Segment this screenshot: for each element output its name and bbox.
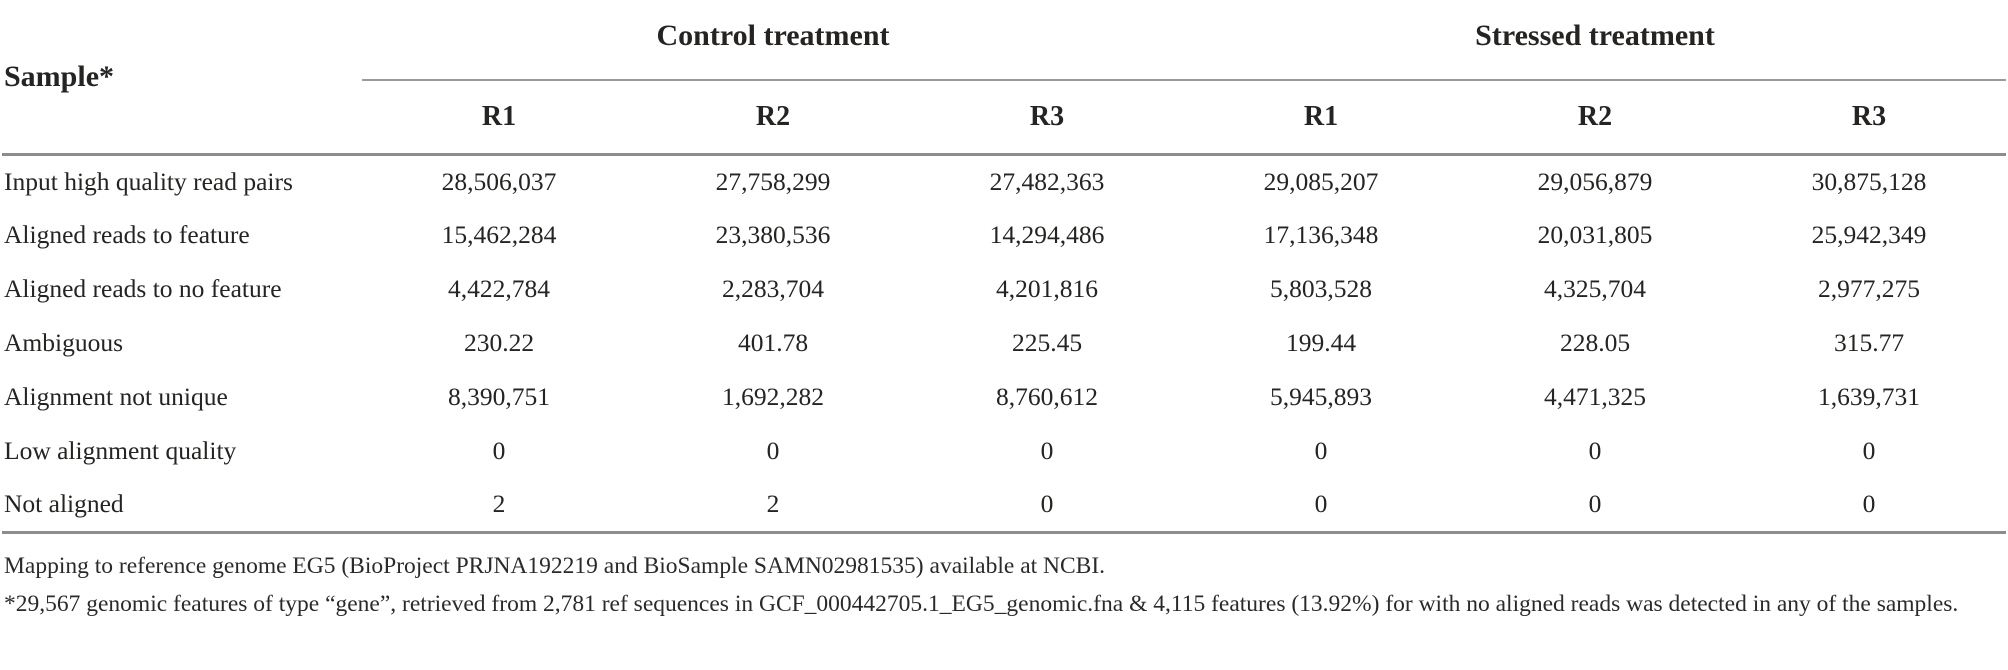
data-cell: 1,692,282 bbox=[722, 382, 824, 411]
row-label: Ambiguous bbox=[4, 328, 124, 357]
data-cell: 2 bbox=[362, 478, 636, 534]
table-row: Aligned reads to no feature 4,422,784 2,28… bbox=[2, 262, 2006, 316]
row-label: Not aligned bbox=[2, 478, 362, 534]
data-cell: 29,085,207 bbox=[1263, 166, 1379, 196]
data-cell: 4,422,784 bbox=[448, 274, 550, 303]
table-row: Not aligned 2 2 0 0 0 0 bbox=[2, 478, 2006, 534]
data-cell: 5,945,893 bbox=[1270, 382, 1372, 411]
replicate-header-row: R1 R2 R3 R1 R2 R3 bbox=[2, 80, 2006, 156]
footnote: Mapping to reference genome EG5 (BioProj… bbox=[4, 552, 1106, 579]
data-cell: 199.44 bbox=[1285, 328, 1357, 357]
table-row: Low alignment quality 0 0 0 0 0 0 bbox=[2, 424, 2006, 478]
data-cell: 2,283,704 bbox=[722, 274, 824, 303]
data-cell: 228.05 bbox=[1559, 328, 1631, 357]
data-cell: 4,201,816 bbox=[996, 274, 1098, 303]
data-cell: 27,758,299 bbox=[715, 166, 831, 196]
data-cell: 1,639,731 bbox=[1818, 382, 1920, 411]
table-row: Input high quality read pairs 28,506,037 2… bbox=[2, 154, 2006, 208]
row-label: Alignment not unique bbox=[4, 382, 228, 411]
data-cell: 0 bbox=[492, 436, 506, 465]
sample-column-header: Sample* bbox=[2, 2, 362, 156]
replicate-header-control-r2: R2 bbox=[636, 80, 910, 156]
data-cell: 0 bbox=[1184, 478, 1458, 534]
data-cell: 0 bbox=[1732, 478, 2006, 534]
footnote: *29,567 genomic features of type “gene”,… bbox=[4, 590, 1959, 617]
read-mapping-stats-table: Sample* Control treatment Stressed treat… bbox=[2, 2, 2006, 534]
data-cell: 0 bbox=[1862, 436, 1876, 465]
footnotes: Mapping to reference genome EG5 (BioProj… bbox=[2, 547, 2006, 623]
data-cell: 0 bbox=[1314, 436, 1328, 465]
data-cell: 2 bbox=[636, 478, 910, 534]
data-cell: 25,942,349 bbox=[1811, 220, 1927, 249]
data-cell: 230.22 bbox=[463, 328, 535, 357]
replicate-header-stressed-r1: R1 bbox=[1184, 80, 1458, 156]
data-cell: 4,471,325 bbox=[1544, 382, 1646, 411]
treatment-group-header-row: Sample* Control treatment Stressed treat… bbox=[2, 2, 2006, 156]
data-cell: 0 bbox=[1040, 436, 1054, 465]
replicate-header-stressed-r2: R2 bbox=[1458, 80, 1732, 156]
data-cell: 8,760,612 bbox=[996, 382, 1098, 411]
data-cell: 15,462,284 bbox=[441, 220, 557, 249]
row-label: Input high quality read pairs bbox=[4, 166, 293, 196]
replicate-header-control-r3: R3 bbox=[910, 80, 1184, 156]
data-cell: 5,803,528 bbox=[1270, 274, 1372, 303]
data-cell: 0 bbox=[766, 436, 780, 465]
group-header-control: Control treatment bbox=[362, 2, 1184, 81]
row-label: Aligned reads to no feature bbox=[4, 274, 282, 303]
data-cell: 4,325,704 bbox=[1544, 274, 1646, 303]
data-cell: 23,380,536 bbox=[715, 220, 831, 249]
data-cell: 17,136,348 bbox=[1263, 220, 1379, 249]
data-cell: 30,875,128 bbox=[1811, 166, 1927, 196]
data-cell: 0 bbox=[1588, 436, 1602, 465]
data-cell: 0 bbox=[910, 478, 1184, 534]
data-cell: 2,977,275 bbox=[1818, 274, 1920, 303]
row-label: Aligned reads to feature bbox=[4, 220, 250, 249]
table-header: Sample* Control treatment Stressed treat… bbox=[2, 2, 2006, 156]
data-cell: 0 bbox=[1458, 478, 1732, 534]
data-cell: 8,390,751 bbox=[448, 382, 550, 411]
data-cell: 20,031,805 bbox=[1537, 220, 1653, 249]
row-label: Low alignment quality bbox=[4, 436, 237, 465]
data-cell: 14,294,486 bbox=[989, 220, 1105, 249]
table-row: Ambiguous 230.22 401.78 225.45 199.44 228.05 3… bbox=[2, 316, 2006, 370]
group-header-stressed: Stressed treatment bbox=[1184, 2, 2006, 81]
data-cell: 225.45 bbox=[1011, 328, 1083, 357]
table-row: Alignment not unique 8,390,751 1,692,282 8,… bbox=[2, 370, 2006, 424]
table-row: Aligned reads to feature 15,462,284 23,380… bbox=[2, 208, 2006, 262]
replicate-header-control-r1: R1 bbox=[362, 80, 636, 156]
table-body: Input high quality read pairs 28,506,037 2… bbox=[2, 154, 2006, 534]
replicate-header-stressed-r3: R3 bbox=[1732, 80, 2006, 156]
data-cell: 28,506,037 bbox=[441, 166, 557, 196]
data-cell: 27,482,363 bbox=[989, 166, 1105, 196]
data-cell: 315.77 bbox=[1833, 328, 1905, 357]
data-cell: 29,056,879 bbox=[1537, 166, 1653, 196]
data-cell: 401.78 bbox=[737, 328, 809, 357]
